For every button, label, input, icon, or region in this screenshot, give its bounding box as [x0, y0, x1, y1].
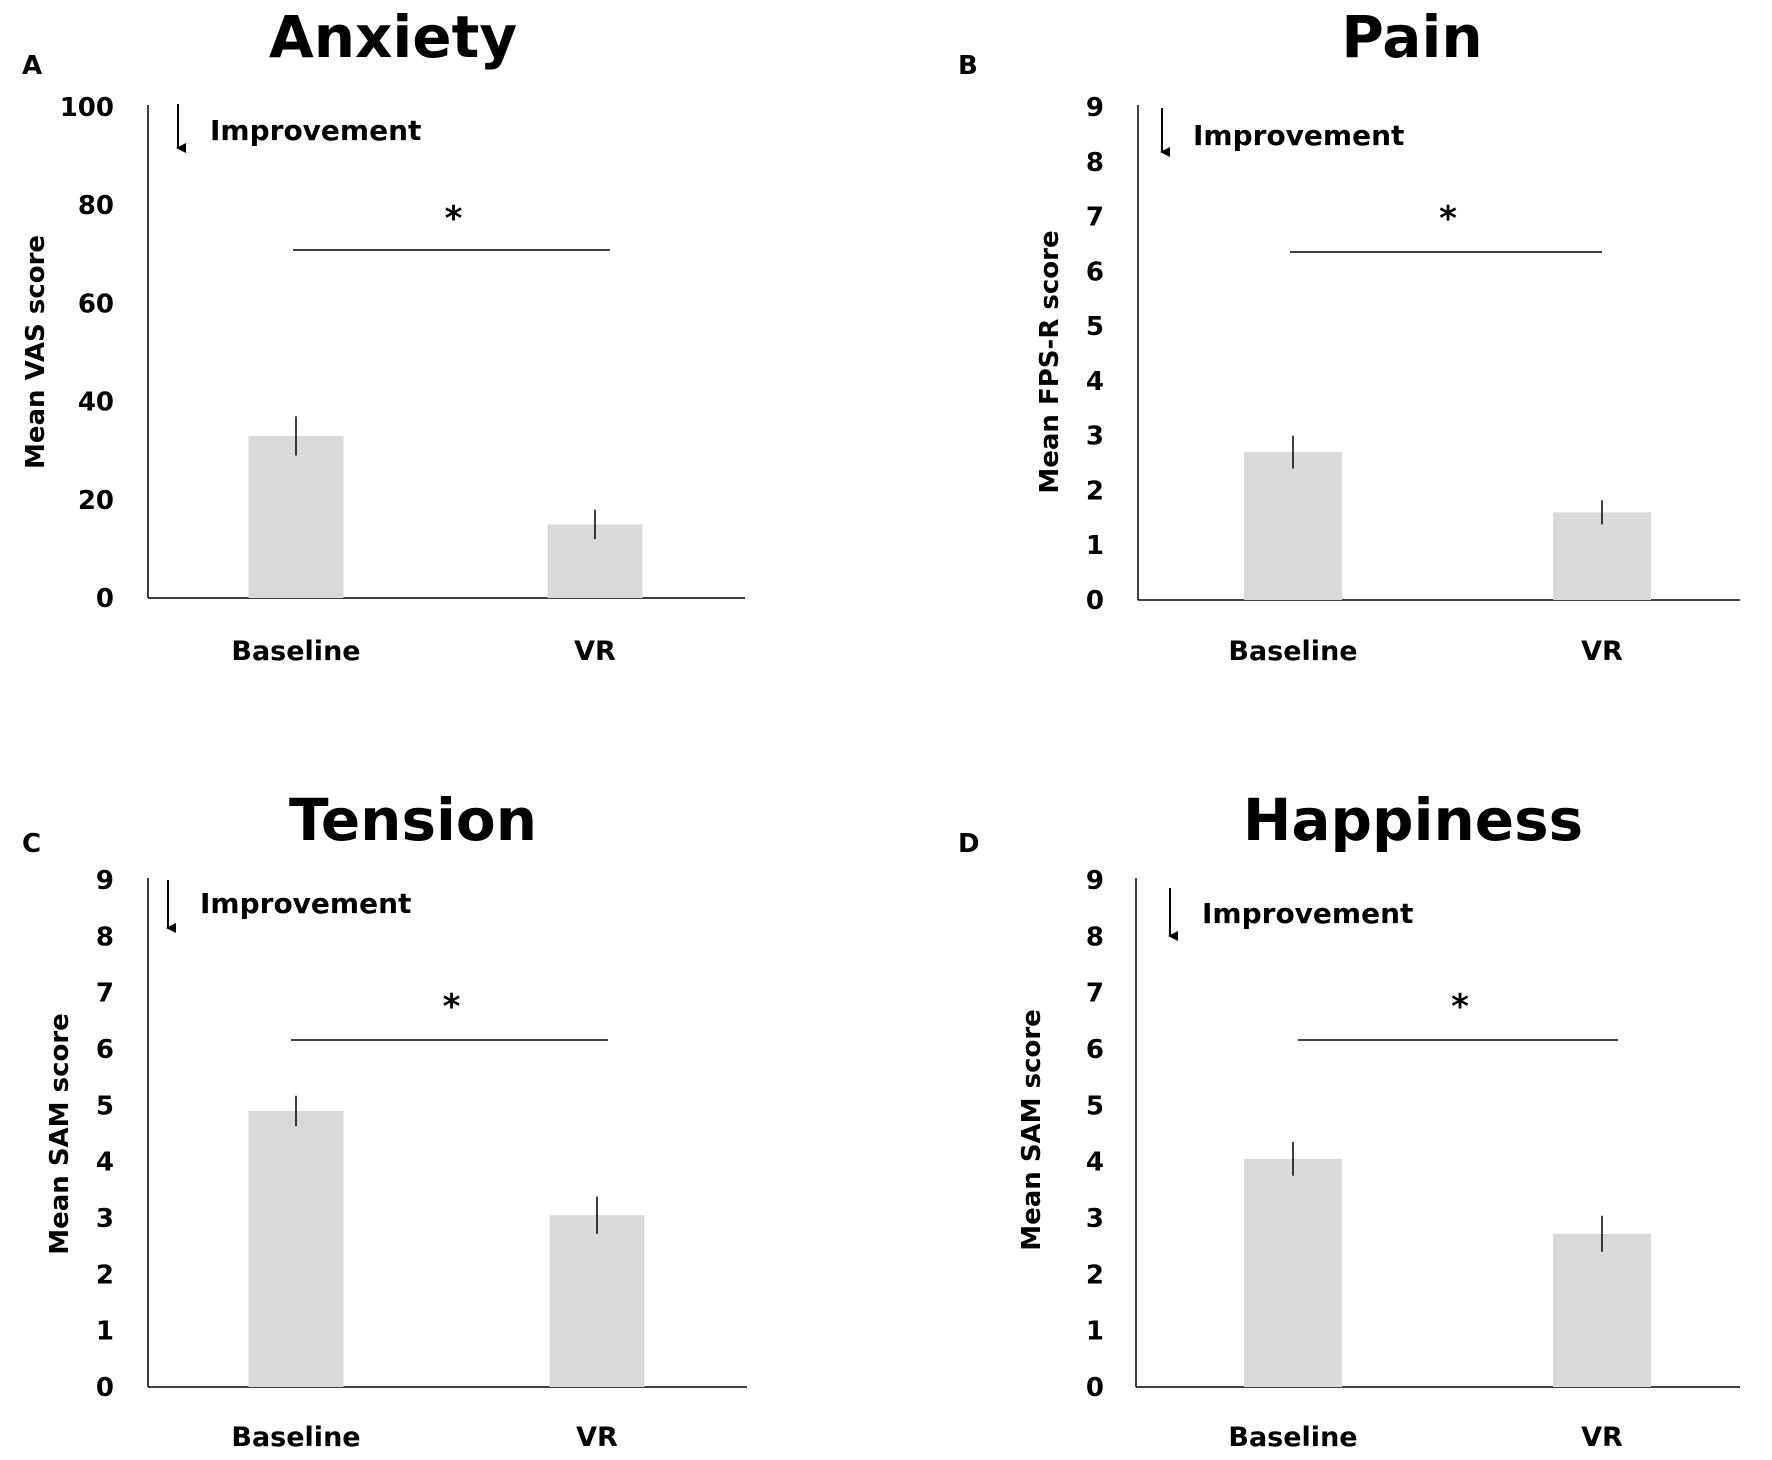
x-tick-label: VR: [1581, 1422, 1623, 1453]
significance-marker: *: [445, 199, 463, 239]
y-tick-label: 6: [1086, 257, 1104, 287]
significance-marker: *: [1439, 199, 1457, 239]
y-tick-label: 2: [96, 1260, 114, 1290]
bar-baseline: [248, 1110, 344, 1387]
y-tick-label: 3: [1086, 1204, 1104, 1234]
y-tick-label: 9: [96, 866, 114, 896]
y-tick-label: 6: [1086, 1035, 1104, 1065]
x-tick-label: Baseline: [1228, 1422, 1357, 1453]
bar-vr: [549, 1215, 645, 1387]
y-tick-label: 5: [96, 1091, 114, 1121]
panel-letter: C: [22, 829, 41, 859]
y-tick-label: 8: [1086, 148, 1104, 178]
y-tick-label: 5: [1086, 312, 1104, 342]
y-tick-label: 4: [1086, 1148, 1104, 1178]
panel-letter: D: [958, 829, 980, 859]
improvement-annotation: Improvement: [200, 887, 411, 920]
significance-marker: *: [443, 987, 461, 1027]
x-tick-label: VR: [574, 636, 616, 667]
bar-baseline: [1244, 452, 1342, 600]
panel-letter: A: [22, 51, 42, 81]
y-tick-label: 8: [1086, 922, 1104, 952]
chart-panel-c: C Tension Mean SAM score 0 1 2 3 4 5 6 7 8 9 Baseline…: [22, 786, 747, 1453]
panel-letter: B: [958, 51, 978, 81]
improvement-annotation: Improvement: [1202, 897, 1413, 930]
bar-vr: [1553, 1233, 1651, 1387]
x-tick-label: VR: [1581, 636, 1623, 667]
y-tick-label: 1: [1086, 531, 1104, 561]
improvement-annotation: Improvement: [1193, 119, 1404, 152]
y-tick-label: 3: [1086, 422, 1104, 452]
y-tick-label: 2: [1086, 1260, 1104, 1290]
chart-title: Anxiety: [269, 3, 517, 71]
improvement-annotation: Improvement: [210, 114, 421, 147]
y-tick-label: 6: [96, 1035, 114, 1065]
y-tick-label: 4: [1086, 367, 1104, 397]
y-tick-label: 7: [1086, 979, 1104, 1009]
y-tick-label: 4: [96, 1148, 114, 1178]
y-tick-label: 9: [1086, 866, 1104, 896]
chart-panel-b: B Pain Mean FPS-R score 0 1 2 3 4 5 6 7 8 9 Baseline V…: [958, 3, 1740, 667]
y-tick-label: 1: [96, 1317, 114, 1347]
y-axis-label: Mean SAM score: [1017, 1009, 1047, 1251]
y-tick-label: 7: [1086, 203, 1104, 233]
y-tick-label: 40: [78, 388, 114, 418]
x-tick-label: Baseline: [231, 636, 360, 667]
y-tick-label: 80: [78, 191, 114, 221]
y-tick-label: 20: [78, 486, 114, 516]
y-tick-label: 8: [96, 922, 114, 952]
x-tick-label: Baseline: [231, 1422, 360, 1453]
y-tick-label: 3: [96, 1204, 114, 1234]
y-tick-label: 0: [1086, 586, 1104, 616]
bar-vr: [1553, 512, 1651, 600]
y-tick-label: 1: [1086, 1317, 1104, 1347]
chart-panel-a: A Anxiety Mean VAS score 0 20 40 60 80 100 Baseli…: [21, 3, 745, 667]
x-tick-label: VR: [576, 1422, 618, 1453]
chart-title: Happiness: [1243, 786, 1583, 854]
chart-title: Pain: [1341, 3, 1482, 71]
y-tick-label: 7: [96, 979, 114, 1009]
y-tick-label: 2: [1086, 476, 1104, 506]
y-tick-label: 100: [60, 93, 114, 123]
y-tick-label: 9: [1086, 93, 1104, 123]
bar-baseline: [1244, 1158, 1342, 1387]
chart-title: Tension: [289, 786, 537, 854]
y-axis-label: Mean SAM score: [45, 1013, 75, 1255]
x-tick-label: Baseline: [1228, 636, 1357, 667]
y-tick-label: 0: [96, 584, 114, 614]
y-tick-label: 0: [1086, 1373, 1104, 1403]
bar-baseline: [248, 435, 344, 598]
y-tick-label: 5: [1086, 1091, 1104, 1121]
y-tick-label: 0: [96, 1373, 114, 1403]
chart-panel-d: D Happiness Mean SAM score 0 1 2 3 4 5 6 7 8 9 Baseli…: [958, 786, 1740, 1453]
y-tick-label: 60: [78, 289, 114, 319]
y-axis-label: Mean VAS score: [21, 235, 51, 469]
y-axis-label: Mean FPS-R score: [1035, 230, 1065, 493]
significance-marker: *: [1451, 987, 1469, 1027]
